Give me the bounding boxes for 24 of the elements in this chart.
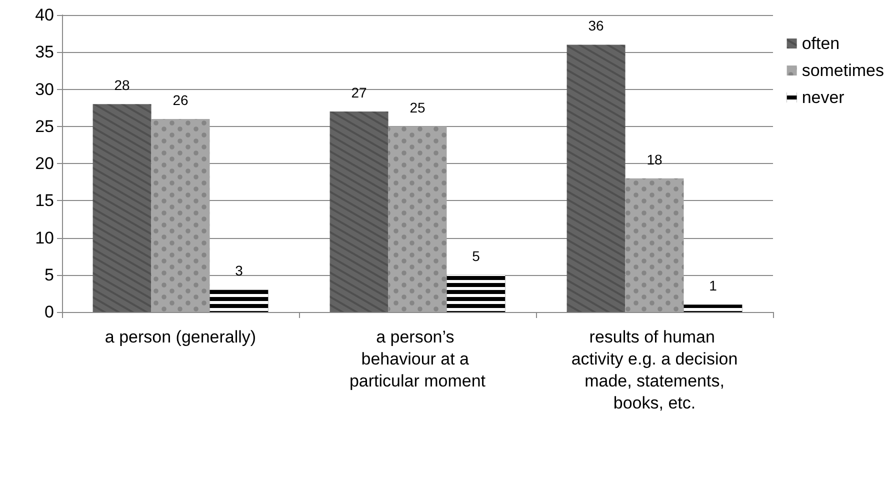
y-tick-label: 40 xyxy=(35,6,54,24)
data-label: 27 xyxy=(351,84,368,101)
legend-label: sometimes xyxy=(802,61,884,80)
data-label: 3 xyxy=(235,262,244,279)
y-tick-label: 25 xyxy=(35,116,54,136)
data-label: 28 xyxy=(114,77,130,94)
y-tick-label: 5 xyxy=(44,265,54,284)
y-tick-label: 35 xyxy=(35,42,54,62)
y-tick-label: 15 xyxy=(35,191,54,210)
y-tick-label: 20 xyxy=(35,154,54,173)
x-tick-label: results of human activity e.g. a decision made, statements, books, etc. xyxy=(571,328,738,412)
legend-label: never xyxy=(802,88,845,107)
x-tick-label: a person (generally) xyxy=(104,328,256,346)
y-tick-label: 0 xyxy=(44,302,54,322)
data-label: 25 xyxy=(410,99,426,116)
legend-label: often xyxy=(802,34,840,53)
data-label: 18 xyxy=(646,151,662,168)
data-label: 1 xyxy=(709,278,718,294)
data-label: 5 xyxy=(472,248,480,264)
x-tick-label: a person’s behaviour at a particular moment xyxy=(349,328,486,390)
y-tick-label: 30 xyxy=(35,80,54,99)
y-tick-label: 10 xyxy=(35,228,54,248)
data-label: 36 xyxy=(588,18,604,34)
data-label: 26 xyxy=(172,92,188,108)
